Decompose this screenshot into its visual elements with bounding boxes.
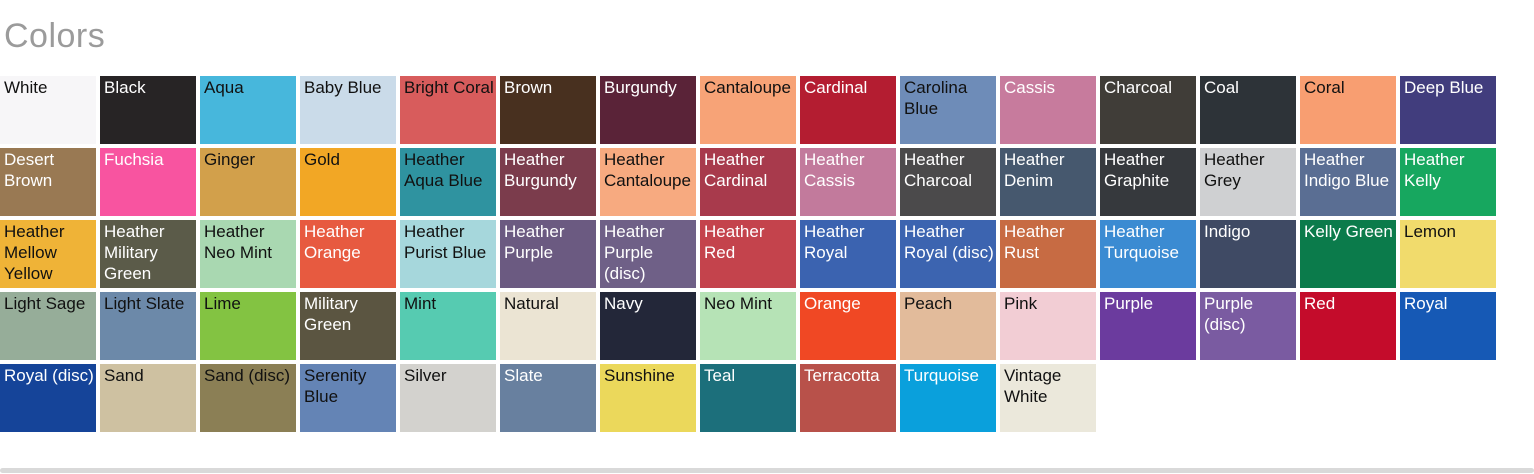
color-swatch-heather-denim: Heather Denim [1000, 148, 1096, 216]
color-swatch-pink: Pink [1000, 292, 1096, 360]
color-swatch-sand-disc: Sand (disc) [200, 364, 296, 432]
color-swatch-peach: Peach [900, 292, 996, 360]
color-swatch-serenity-blue: Serenity Blue [300, 364, 396, 432]
color-swatch-heather-burgundy: Heather Burgundy [500, 148, 596, 216]
section-divider [0, 468, 1534, 473]
color-swatch-heather-royal-disc: Heather Royal (disc) [900, 220, 996, 288]
color-swatch-purple-disc: Purple (disc) [1200, 292, 1296, 360]
color-swatch-heather-red: Heather Red [700, 220, 796, 288]
color-swatch-deep-blue: Deep Blue [1400, 76, 1496, 144]
color-swatch-mint: Mint [400, 292, 496, 360]
color-swatch-heather-military-green: Heather Military Green [100, 220, 196, 288]
color-swatch-heather-aqua-blue: Heather Aqua Blue [400, 148, 496, 216]
color-swatch-heather-cantaloupe: Heather Cantaloupe [600, 148, 696, 216]
color-swatch-heather-cassis: Heather Cassis [800, 148, 896, 216]
color-swatch-teal: Teal [700, 364, 796, 432]
color-swatch-heather-kelly: Heather Kelly [1400, 148, 1496, 216]
color-swatch-sunshine: Sunshine [600, 364, 696, 432]
color-swatch-heather-indigo-blue: Heather Indigo Blue [1300, 148, 1396, 216]
color-swatch-royal: Royal [1400, 292, 1496, 360]
color-swatch-cantaloupe: Cantaloupe [700, 76, 796, 144]
color-swatch-desert-brown: Desert Brown [0, 148, 96, 216]
color-swatch-terracotta: Terracotta [800, 364, 896, 432]
color-swatch-aqua: Aqua [200, 76, 296, 144]
color-swatch-heather-cardinal: Heather Cardinal [700, 148, 796, 216]
color-swatch-grid: White Black Aqua Baby Blue Bright Coral Brown… [0, 76, 1496, 432]
color-swatch-light-sage: Light Sage [0, 292, 96, 360]
color-swatch-fuchsia: Fuchsia [100, 148, 196, 216]
color-swatch-lime: Lime [200, 292, 296, 360]
color-swatch-heather-grey: Heather Grey [1200, 148, 1296, 216]
color-swatch-orange: Orange [800, 292, 896, 360]
color-swatch-heather-graphite: Heather Graphite [1100, 148, 1196, 216]
color-swatch-bright-coral: Bright Coral [400, 76, 496, 144]
color-swatch-heather-mellow-yellow: Heather Mellow Yellow [0, 220, 96, 288]
color-swatch-indigo: Indigo [1200, 220, 1296, 288]
color-swatch-heather-purist-blue: Heather Purist Blue [400, 220, 496, 288]
color-swatch-burgundy: Burgundy [600, 76, 696, 144]
color-swatch-carolina-blue: Carolina Blue [900, 76, 996, 144]
color-swatch-heather-neo-mint: Heather Neo Mint [200, 220, 296, 288]
color-swatch-coal: Coal [1200, 76, 1296, 144]
color-swatch-light-slate: Light Slate [100, 292, 196, 360]
color-swatch-royal-disc: Royal (disc) [0, 364, 96, 432]
color-swatch-ginger: Ginger [200, 148, 296, 216]
color-swatch-purple: Purple [1100, 292, 1196, 360]
color-swatch-heather-rust: Heather Rust [1000, 220, 1096, 288]
color-swatch-heather-charcoal: Heather Charcoal [900, 148, 996, 216]
color-swatch-heather-royal: Heather Royal [800, 220, 896, 288]
color-swatch-gold: Gold [300, 148, 396, 216]
color-swatch-black: Black [100, 76, 196, 144]
color-swatch-kelly-green: Kelly Green [1300, 220, 1396, 288]
color-swatch-brown: Brown [500, 76, 596, 144]
color-swatch-neo-mint: Neo Mint [700, 292, 796, 360]
color-swatch-coral: Coral [1300, 76, 1396, 144]
color-swatch-cardinal: Cardinal [800, 76, 896, 144]
color-swatch-heather-orange: Heather Orange [300, 220, 396, 288]
color-swatch-heather-turquoise: Heather Turquoise [1100, 220, 1196, 288]
color-swatch-natural: Natural [500, 292, 596, 360]
color-swatch-heather-purple: Heather Purple [500, 220, 596, 288]
color-swatch-slate: Slate [500, 364, 596, 432]
color-swatch-navy: Navy [600, 292, 696, 360]
color-swatch-lemon: Lemon [1400, 220, 1496, 288]
color-swatch-heather-purple-disc: Heather Purple (disc) [600, 220, 696, 288]
color-swatch-red: Red [1300, 292, 1396, 360]
color-swatch-sand: Sand [100, 364, 196, 432]
color-swatch-turquoise: Turquoise [900, 364, 996, 432]
color-swatch-cassis: Cassis [1000, 76, 1096, 144]
section-title: Colors [4, 17, 106, 55]
color-swatch-military-green: Military Green [300, 292, 396, 360]
color-swatch-silver: Silver [400, 364, 496, 432]
color-swatch-vintage-white: Vintage White [1000, 364, 1096, 432]
color-swatch-charcoal: Charcoal [1100, 76, 1196, 144]
color-swatch-baby-blue: Baby Blue [300, 76, 396, 144]
color-swatch-white: White [0, 76, 96, 144]
